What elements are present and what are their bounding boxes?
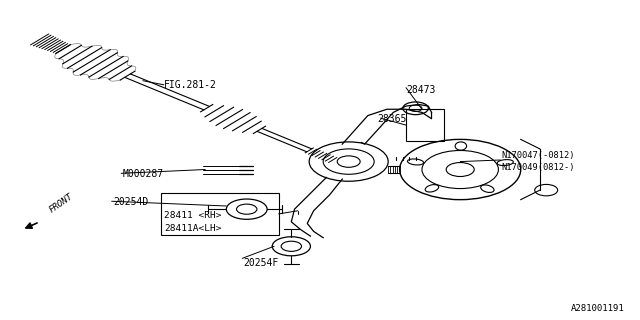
Text: 20254F: 20254F	[244, 258, 279, 268]
Text: FIG.281-2: FIG.281-2	[164, 80, 217, 91]
Text: 28411 <RH>: 28411 <RH>	[164, 211, 221, 220]
Text: 20254D: 20254D	[113, 197, 148, 207]
Text: N170047(-0812): N170047(-0812)	[502, 151, 575, 160]
Text: A281001191: A281001191	[571, 304, 625, 313]
Bar	[161, 193, 278, 235]
Text: FRONT: FRONT	[47, 192, 74, 215]
Text: 28365: 28365	[378, 114, 407, 124]
Text: 28473: 28473	[406, 85, 435, 95]
Text: N170049(0812-): N170049(0812-)	[502, 164, 575, 172]
Bar	[406, 109, 444, 141]
Text: 28411A<LH>: 28411A<LH>	[164, 224, 221, 233]
Text: M000287: M000287	[122, 169, 164, 179]
